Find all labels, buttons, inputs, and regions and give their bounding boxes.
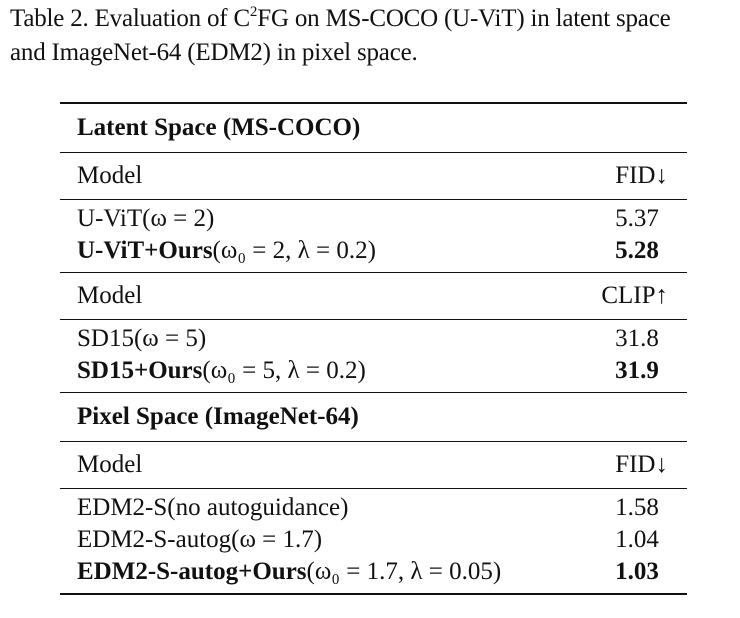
rows-fid-pixel: EDM2-S(no autoguidance) 1.58 EDM2-S-auto… [60,489,687,593]
model-args: (ω = 2) [142,205,215,232]
header-metric: FID↓ [615,162,668,189]
column-header-fid-latent: Model FID↓ [60,153,687,199]
results-table: Latent Space (MS-COCO) Model FID↓ U-ViT(… [60,102,687,595]
top-rule [60,102,687,104]
header-metric: CLIP↑ [601,282,668,309]
table-row: EDM2-S(no autoguidance) 1.58 [60,492,687,524]
bottom-rule [60,593,687,595]
table-row: EDM2-S-autog(ω = 1.7) 1.04 [60,524,687,556]
model-name: EDM2-S-autog [77,526,232,553]
model-name: U-ViT [77,205,143,232]
model-name: EDM2-S-autog+Ours [77,558,307,585]
table-row: U-ViT(ω = 2) 5.37 [60,203,687,235]
model-name: SD15 [77,325,134,352]
metric-value: 1.04 [615,526,659,553]
divider [60,319,687,320]
rows-fid-latent: U-ViT(ω = 2) 5.37 U-ViT+Ours(ω₀ = 2, λ =… [60,200,687,272]
metric-value: 31.8 [615,325,659,352]
metric-value: 1.03 [615,558,659,585]
model-name: U-ViT+Ours [77,237,213,264]
divider [60,488,687,489]
header-model: Model [77,162,143,189]
header-model: Model [77,282,143,309]
header-metric: FID↓ [615,451,668,478]
column-header-fid-pixel: Model FID↓ [60,442,687,488]
caption-line-2: and ImageNet-64 (EDM2) in pixel space. [10,39,418,66]
header-model: Model [77,451,143,478]
section-title-pixel: Pixel Space (ImageNet-64) [77,403,359,430]
divider [60,152,687,153]
divider [60,199,687,200]
model-args: (ω = 5) [133,325,207,352]
model-name: SD15+Ours [77,357,203,384]
divider [60,441,687,442]
model-args: (ω = 1.7) [231,526,323,553]
table-row: SD15(ω = 5) 31.8 [60,323,687,355]
table-row: SD15+Ours(ω₀ = 5, λ = 0.2) 31.9 [60,355,687,387]
section-title-latent: Latent Space (MS-COCO) [77,114,361,141]
metric-value: 1.58 [615,494,659,521]
table-row: U-ViT+Ours(ω₀ = 2, λ = 0.2) 5.28 [60,235,687,267]
table-row: EDM2-S-autog+Ours(ω₀ = 1.7, λ = 0.05) 1.… [60,556,687,588]
rows-clip: SD15(ω = 5) 31.8 SD15+Ours(ω₀ = 5, λ = 0… [60,320,687,392]
caption-line-1: Table 2. Evaluation of C2FG on MS-COCO (… [10,4,671,33]
metric-value: 5.28 [615,237,659,264]
model-args: (ω₀ = 5, λ = 0.2) [202,357,366,384]
metric-value: 5.37 [615,205,659,232]
divider [60,392,687,393]
model-name: EDM2-S(no autoguidance) [77,494,349,521]
model-args: (ω₀ = 2, λ = 0.2) [212,237,376,264]
column-header-clip: Model CLIP↑ [60,273,687,319]
table-caption: Table 2. Evaluation of C2FG on MS-COCO (… [10,2,740,70]
metric-value: 31.9 [615,357,659,384]
model-args: (ω₀ = 1.7, λ = 0.05) [306,558,502,585]
divider [60,272,687,273]
